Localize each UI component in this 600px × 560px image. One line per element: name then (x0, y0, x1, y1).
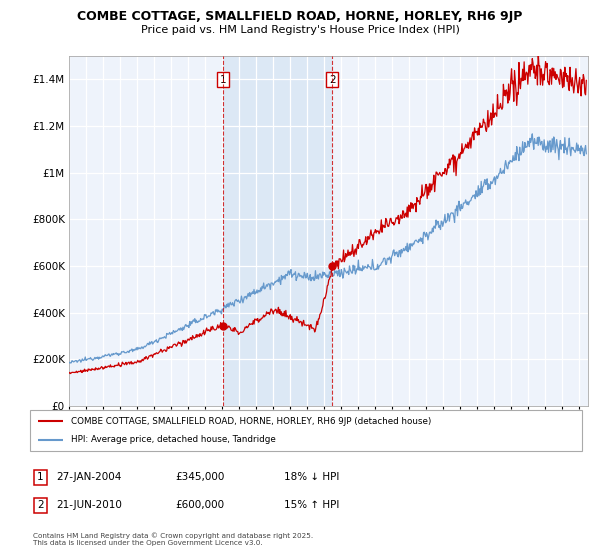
Text: £600,000: £600,000 (176, 500, 225, 510)
Text: 1: 1 (37, 472, 44, 482)
Text: 1: 1 (220, 74, 227, 85)
Bar (34, 470, 47, 484)
Text: 18% ↓ HPI: 18% ↓ HPI (284, 472, 339, 482)
Text: 2: 2 (329, 74, 335, 85)
Text: 21-JUN-2010: 21-JUN-2010 (56, 500, 122, 510)
Text: HPI: Average price, detached house, Tandridge: HPI: Average price, detached house, Tand… (71, 436, 276, 445)
Bar (34, 498, 47, 512)
Text: 2: 2 (37, 500, 44, 510)
Text: COMBE COTTAGE, SMALLFIELD ROAD, HORNE, HORLEY, RH6 9JP: COMBE COTTAGE, SMALLFIELD ROAD, HORNE, H… (77, 10, 523, 22)
Text: 15% ↑ HPI: 15% ↑ HPI (284, 500, 339, 510)
Bar (223, 56, 332, 406)
Text: 27-JAN-2004: 27-JAN-2004 (56, 472, 121, 482)
Text: Price paid vs. HM Land Registry's House Price Index (HPI): Price paid vs. HM Land Registry's House … (140, 25, 460, 35)
Text: COMBE COTTAGE, SMALLFIELD ROAD, HORNE, HORLEY, RH6 9JP (detached house): COMBE COTTAGE, SMALLFIELD ROAD, HORNE, H… (71, 417, 432, 426)
Text: Contains HM Land Registry data © Crown copyright and database right 2025.
This d: Contains HM Land Registry data © Crown c… (33, 532, 313, 545)
Text: £345,000: £345,000 (176, 472, 225, 482)
